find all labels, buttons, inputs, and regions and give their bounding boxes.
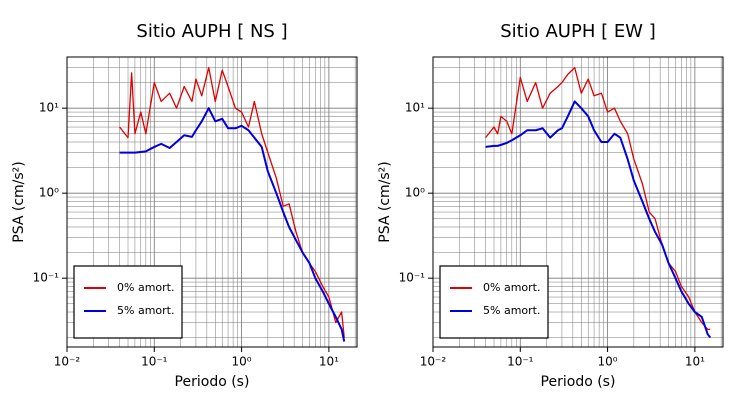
plot-frame	[432, 56, 724, 348]
x-tick-label: 10¹	[685, 355, 705, 369]
x-tick-label: 10⁻²	[420, 355, 447, 369]
x-tick-label: 10⁻²	[54, 355, 81, 369]
x-tick-label: 10⁻¹	[507, 355, 534, 369]
x-tick-label: 10⁰	[598, 355, 618, 369]
x-tick-label: 10¹	[319, 355, 339, 369]
x-tick-label: 10⁰	[232, 355, 252, 369]
y-tick-label: 10⁰	[405, 186, 425, 200]
y-tick-label: 10⁻¹	[399, 271, 426, 285]
legend-label: 0% amort.	[117, 281, 174, 294]
legend-label: 5% amort.	[483, 304, 540, 317]
legend-box	[73, 265, 183, 339]
x-axis-label: Periodo (s)	[541, 374, 616, 390]
chart-title: Sitio AUPH [ NS ]	[136, 21, 287, 42]
legend: 0% amort. 5% amort.	[439, 265, 549, 339]
x-tick-label: 10⁻¹	[141, 355, 168, 369]
legend-box	[439, 265, 549, 339]
y-tick-label: 10⁻¹	[33, 271, 60, 285]
series-line	[485, 100, 712, 339]
y-tick-label: 10⁰	[39, 186, 59, 200]
series-line	[485, 66, 711, 330]
y-axis-label: PSA (cm/s²)	[11, 161, 27, 243]
y-tick-label: 10¹	[405, 101, 425, 115]
chart: 10⁻² 10⁻¹ 10⁰ 10¹ 10⁻¹ 10⁰ 10¹ Sitio AUPH [ NS …	[11, 21, 358, 390]
legend-label: 0% amort.	[483, 281, 540, 294]
legend: 0% amort. 5% amort.	[73, 265, 183, 339]
legend-label: 5% amort.	[117, 304, 174, 317]
series-line	[119, 107, 346, 342]
x-axis-label: Periodo (s)	[175, 374, 250, 390]
chart-title: Sitio AUPH [ EW ]	[500, 21, 655, 42]
y-tick-label: 10¹	[39, 101, 59, 115]
y-axis-label: PSA (cm/s²)	[377, 161, 393, 243]
plot-frame	[66, 56, 358, 348]
chart: 10⁻² 10⁻¹ 10⁰ 10¹ 10⁻¹ 10⁰ 10¹ Sitio AUPH [ EW …	[377, 21, 724, 390]
